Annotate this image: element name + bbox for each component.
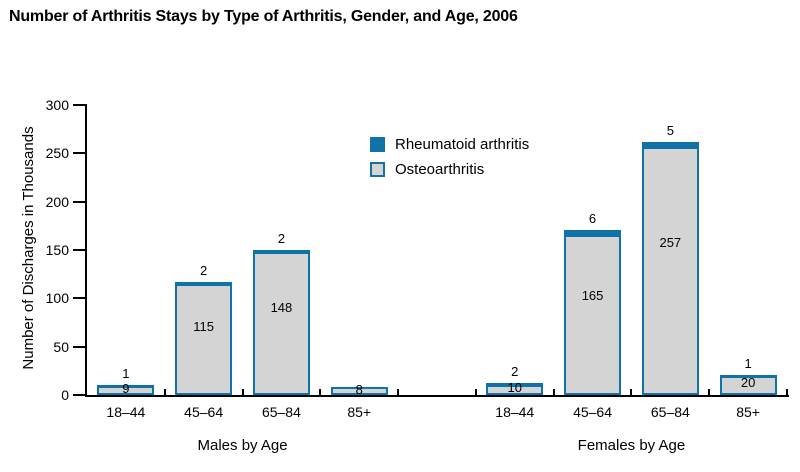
y-tick-label: 150 <box>45 242 69 258</box>
x-category-label: 45–64 <box>184 404 224 420</box>
value-label-osteoarthritis: 10 <box>507 380 522 396</box>
bar-females-45-64 <box>564 229 622 395</box>
group-label-males: Males by Age <box>197 437 288 454</box>
bar-females-65-84 <box>641 141 699 395</box>
bar-segment-rheumatoid <box>488 385 542 388</box>
x-category-label: 65–84 <box>650 404 690 420</box>
value-label-rheumatoid: 1 <box>744 355 752 371</box>
value-label-osteoarthritis: 9 <box>122 381 130 397</box>
chart-title: Number of Arthritis Stays by Type of Art… <box>9 8 518 25</box>
bar-females-18-44 <box>486 383 544 395</box>
y-tick <box>73 200 86 203</box>
value-label-rheumatoid: 5 <box>666 122 674 138</box>
value-label-osteoarthritis: 165 <box>581 287 604 303</box>
y-tick <box>73 345 86 348</box>
value-label-osteoarthritis: 148 <box>270 300 293 315</box>
x-tick <box>163 389 166 395</box>
x-tick <box>319 389 322 395</box>
bar-segment-rheumatoid <box>99 387 153 389</box>
x-tick <box>474 389 477 395</box>
y-tick-label: 100 <box>45 290 69 307</box>
y-tick <box>73 394 86 396</box>
value-label-rheumatoid: 2 <box>200 262 208 278</box>
y-tick-label: 300 <box>45 97 69 113</box>
value-label-rheumatoid: 2 <box>511 364 519 380</box>
bar-males-45-64 <box>175 281 233 395</box>
value-label-rheumatoid: 1 <box>122 366 130 382</box>
bar-males-18-44 <box>97 385 155 395</box>
x-category-label: 45–64 <box>573 404 612 420</box>
x-tick <box>397 389 400 395</box>
bar-segment-rheumatoid <box>177 283 231 286</box>
x-category-label: 65–84 <box>261 404 301 420</box>
x-category-label: 85+ <box>736 404 760 420</box>
legend-label-osteoarthritis: Osteoarthritis <box>395 161 485 178</box>
y-tick <box>73 297 86 300</box>
rheumatoid-swatch-icon <box>370 137 385 152</box>
value-label-osteoarthritis: 115 <box>193 319 215 335</box>
y-tick-label: 50 <box>53 338 69 355</box>
bar-females-85+ <box>719 374 777 395</box>
y-tick-label: 250 <box>45 145 69 162</box>
x-tick <box>241 389 244 395</box>
x-tick <box>552 389 555 395</box>
y-tick <box>73 249 86 251</box>
legend-item-osteoarthritis: Osteoarthritis <box>370 161 529 178</box>
x-category-label: 18–44 <box>106 404 146 420</box>
y-tick <box>73 152 86 155</box>
x-tick <box>786 389 788 395</box>
x-category-label: 85+ <box>347 404 372 420</box>
y-tick-label: 200 <box>45 193 69 210</box>
value-label-rheumatoid: 6 <box>588 210 597 226</box>
x-tick <box>708 389 711 395</box>
value-label-osteoarthritis: 8 <box>355 382 363 398</box>
legend-item-rheumatoid: Rheumatoid arthritis <box>370 136 529 153</box>
bar-segment-rheumatoid <box>643 143 697 149</box>
legend: Rheumatoid arthritis Osteoarthritis <box>370 136 529 186</box>
y-tick-label: 0 <box>61 387 69 403</box>
value-label-osteoarthritis: 257 <box>659 235 682 251</box>
value-label-rheumatoid: 2 <box>277 231 286 246</box>
x-axis-line <box>85 395 789 397</box>
value-label-osteoarthritis: 20 <box>740 374 756 390</box>
bar-segment-rheumatoid <box>566 231 620 238</box>
legend-label-rheumatoid: Rheumatoid arthritis <box>395 136 530 153</box>
x-category-label: 18–44 <box>495 404 535 420</box>
x-tick <box>630 389 633 395</box>
bar-males-65-84 <box>252 250 310 395</box>
bar-males-85+ <box>330 387 388 395</box>
osteoarthritis-swatch-icon <box>370 162 385 177</box>
group-label-females: Females by Age <box>577 437 686 454</box>
bar-segment-rheumatoid <box>721 376 775 378</box>
y-axis-line <box>85 104 87 396</box>
bar-segment-rheumatoid <box>254 252 308 254</box>
y-tick <box>73 104 86 106</box>
